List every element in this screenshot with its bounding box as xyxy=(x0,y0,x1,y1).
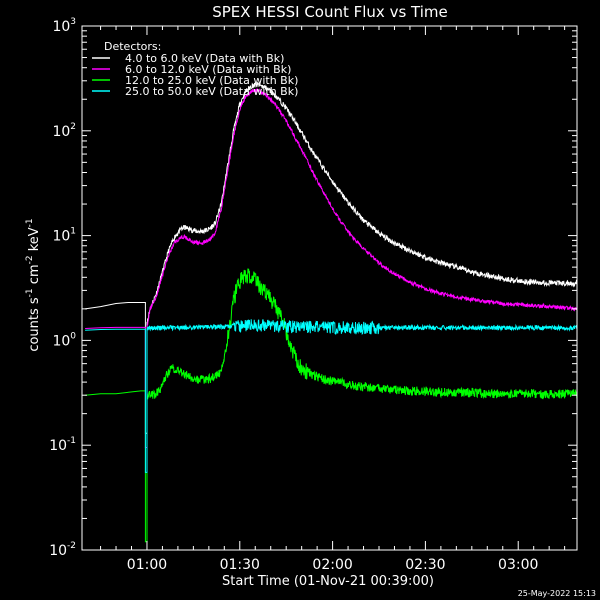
x-tick-label: 02:30 xyxy=(405,557,445,573)
y-tick-label: 100 xyxy=(52,331,76,349)
x-tick-label: 03:00 xyxy=(498,557,538,573)
series-line-1 xyxy=(85,82,578,434)
axes: 10-2 10-1 100 101 102 103 01:00 01:30 02:00 02:30… xyxy=(49,17,578,573)
series-line-3 xyxy=(85,268,578,543)
y-tick-label: 103 xyxy=(52,17,76,35)
legend-title: Detectors: xyxy=(104,40,161,53)
legend-entry-3: 12.0 to 25.0 keV (Data with Bk) xyxy=(125,74,298,87)
series-line-4 xyxy=(85,319,578,473)
legend-entry-4: 25.0 to 50.0 keV (Data with Bk) xyxy=(125,85,298,98)
y-tick-label: 10-1 xyxy=(49,436,76,454)
y-tick-label: 101 xyxy=(52,227,76,245)
chart-title: SPEX HESSI Count Flux vs Time xyxy=(212,3,448,21)
series-line-2 xyxy=(85,88,578,448)
x-axis-label: Start Time (01-Nov-21 00:39:00) xyxy=(222,574,434,589)
x-tick-label: 02:00 xyxy=(312,557,352,573)
legend-entry-2: 6.0 to 12.0 keV (Data with Bk) xyxy=(125,63,291,76)
y-axis-label: counts s-1 cm-2 keV-1 xyxy=(25,218,42,351)
y-tick-label: 10-2 xyxy=(49,541,76,559)
y-tick-label: 102 xyxy=(52,122,76,140)
series-layer xyxy=(85,82,578,543)
x-tick-label: 01:30 xyxy=(220,557,260,573)
legend: Detectors:4.0 to 6.0 keV (Data with Bk)6… xyxy=(92,40,298,98)
legend-entry-1: 4.0 to 6.0 keV (Data with Bk) xyxy=(125,52,284,65)
plot-frame xyxy=(81,25,578,551)
x-tick-label: 01:00 xyxy=(127,557,167,573)
timestamp: 25-May-2022 15:13 xyxy=(518,589,596,598)
